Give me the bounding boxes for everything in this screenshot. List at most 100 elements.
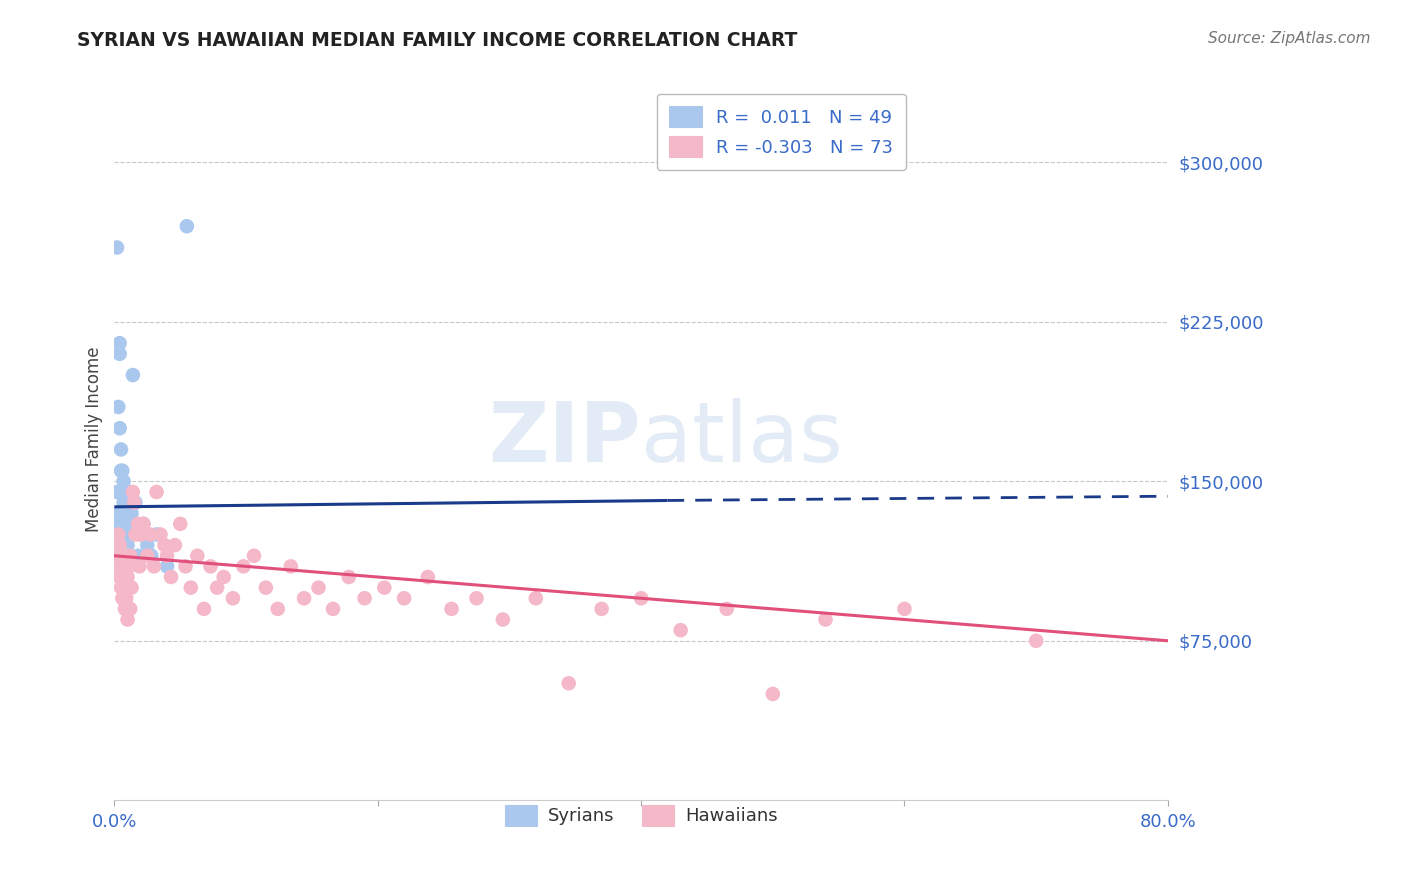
Point <box>118 527 141 541</box>
Point <box>112 495 135 509</box>
Point <box>129 527 152 541</box>
Point <box>112 549 135 563</box>
Text: atlas: atlas <box>641 399 842 479</box>
Point <box>762 687 785 701</box>
Point <box>112 581 135 595</box>
Point <box>132 516 155 531</box>
Point <box>108 421 131 435</box>
Point <box>180 581 202 595</box>
Point <box>120 549 142 563</box>
Point <box>111 464 134 478</box>
Point <box>110 549 132 563</box>
Point <box>111 527 134 541</box>
Point <box>149 527 172 541</box>
Point <box>121 581 143 595</box>
Point <box>169 516 191 531</box>
Point <box>107 527 129 541</box>
Point <box>114 506 136 520</box>
Point <box>176 219 198 234</box>
Point <box>120 602 142 616</box>
Point <box>114 527 136 541</box>
Point <box>322 602 344 616</box>
Text: ZIP: ZIP <box>489 399 641 479</box>
Point <box>117 538 139 552</box>
Point <box>112 475 135 489</box>
Text: Source: ZipAtlas.com: Source: ZipAtlas.com <box>1208 31 1371 46</box>
Point <box>186 549 208 563</box>
Point <box>111 591 134 606</box>
Point <box>212 570 235 584</box>
Point <box>814 613 837 627</box>
Point <box>280 559 302 574</box>
Point <box>139 527 162 541</box>
Point <box>145 527 167 541</box>
Point <box>416 570 439 584</box>
Y-axis label: Median Family Income: Median Family Income <box>86 346 103 532</box>
Point <box>308 581 330 595</box>
Point <box>114 549 136 563</box>
Point <box>465 591 488 606</box>
Point <box>129 527 152 541</box>
Point <box>174 559 197 574</box>
Point <box>254 581 277 595</box>
Point <box>110 581 132 595</box>
Point <box>117 613 139 627</box>
Text: SYRIAN VS HAWAIIAN MEDIAN FAMILY INCOME CORRELATION CHART: SYRIAN VS HAWAIIAN MEDIAN FAMILY INCOME … <box>77 31 797 50</box>
Point <box>136 538 159 552</box>
Point <box>127 549 149 563</box>
Point <box>292 591 315 606</box>
Point <box>222 591 245 606</box>
Point <box>107 400 129 414</box>
Point <box>104 506 127 520</box>
Point <box>122 495 145 509</box>
Point <box>128 559 150 574</box>
Point <box>392 591 415 606</box>
Point <box>107 506 129 520</box>
Point <box>111 559 134 574</box>
Point <box>630 591 652 606</box>
Point <box>243 549 266 563</box>
Point <box>108 336 131 351</box>
Point <box>716 602 738 616</box>
Point <box>121 485 143 500</box>
Point <box>107 559 129 574</box>
Point <box>127 516 149 531</box>
Point <box>121 368 143 382</box>
Point <box>115 591 138 606</box>
Point <box>108 485 131 500</box>
Point <box>117 495 139 509</box>
Point <box>105 240 128 254</box>
Point <box>108 538 131 552</box>
Point <box>232 559 254 574</box>
Point <box>136 549 159 563</box>
Point <box>115 516 138 531</box>
Point <box>145 485 167 500</box>
Point <box>142 559 165 574</box>
Point <box>105 485 128 500</box>
Point <box>117 506 139 520</box>
Point <box>115 495 138 509</box>
Point <box>104 538 127 552</box>
Point <box>193 602 215 616</box>
Point <box>104 538 127 552</box>
Point <box>114 559 136 574</box>
Point <box>669 623 692 637</box>
Point <box>110 485 132 500</box>
Point <box>112 538 135 552</box>
Point <box>591 602 613 616</box>
Point <box>118 559 141 574</box>
Point <box>205 581 228 595</box>
Point <box>524 591 547 606</box>
Point <box>1025 633 1047 648</box>
Point <box>110 464 132 478</box>
Point <box>492 613 515 627</box>
Point <box>440 602 463 616</box>
Point <box>373 581 395 595</box>
Point <box>893 602 915 616</box>
Point <box>141 549 163 563</box>
Point <box>353 591 375 606</box>
Point <box>115 549 138 563</box>
Point <box>108 347 131 361</box>
Point <box>124 495 146 509</box>
Point <box>112 516 135 531</box>
